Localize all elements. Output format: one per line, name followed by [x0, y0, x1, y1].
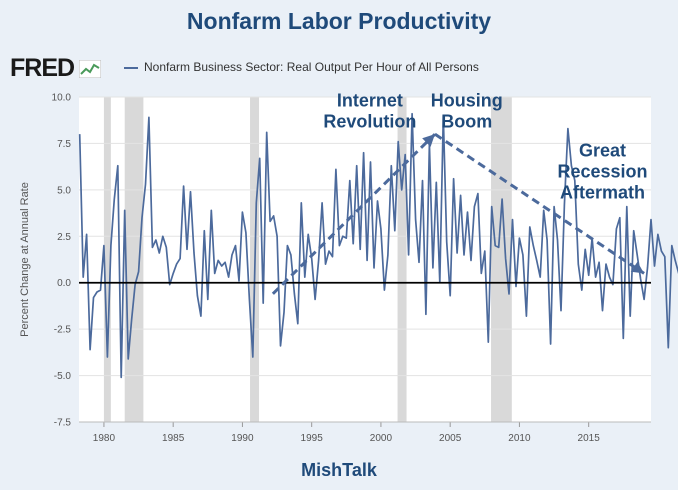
y-tick-label: -5.0 [54, 371, 72, 382]
annotation-0-line: Internet [337, 90, 403, 110]
legend-swatch [124, 67, 138, 69]
recession-band-0 [103, 97, 111, 422]
y-tick-label: 10.0 [52, 93, 72, 104]
y-tick-label: 2.5 [57, 232, 71, 243]
y-axis-label: Percent Change at Annual Rate [19, 182, 31, 337]
trend-arrowhead-0 [422, 134, 435, 147]
x-tick-label: 1995 [301, 433, 324, 444]
x-tick-label: 2000 [370, 433, 393, 444]
annotation-1-line: Housing [431, 90, 503, 110]
footer-source-label: MishTalk [301, 460, 377, 480]
x-tick-label: 1980 [93, 433, 116, 444]
trend-arrow-0 [271, 133, 436, 295]
x-tick-label: 2005 [439, 433, 462, 444]
annotation-2-line: Aftermath [560, 182, 645, 202]
recession-band-3 [397, 97, 407, 422]
x-tick-label: 1990 [231, 433, 254, 444]
x-tick-label: 2015 [578, 433, 601, 444]
y-tick-label: 5.0 [57, 185, 71, 196]
recession-band-4 [491, 97, 512, 422]
legend-label: Nonfarm Business Sector: Real Output Per… [144, 60, 479, 74]
fred-logo[interactable]: FRED [10, 54, 102, 83]
annotation-2-line: Recession [558, 161, 648, 181]
fred-logo-text: FRED [10, 54, 75, 82]
x-tick-label: 1985 [162, 433, 185, 444]
plot-area [79, 97, 651, 422]
x-tick-label: 2010 [508, 433, 531, 444]
annotation-1-line: Boom [441, 111, 492, 131]
y-tick-label: 7.5 [57, 139, 71, 150]
series-line [78, 112, 678, 379]
annotation-2-line: Great [579, 140, 626, 160]
trend-arrow-1 [434, 132, 645, 275]
y-tick-label: -2.5 [54, 325, 72, 336]
y-tick-label: -7.5 [54, 418, 72, 429]
annotation-0-line: Revolution [323, 111, 416, 131]
trend-arrowhead-1 [630, 261, 645, 274]
y-tick-label: 0.0 [57, 278, 71, 289]
recession-band-1 [124, 97, 144, 422]
chart-title: Nonfarm Labor Productivity [186, 8, 492, 34]
